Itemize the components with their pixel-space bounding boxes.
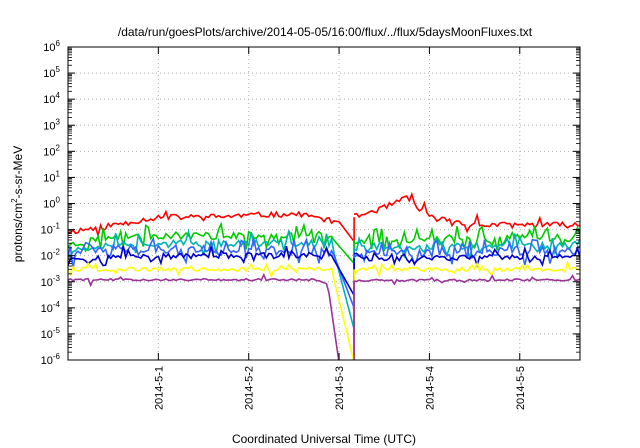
x-tick-label: 2014-5-1 <box>153 366 165 410</box>
series-line-2-segment-2 <box>353 225 580 252</box>
grid <box>68 47 580 360</box>
plot-frame <box>67 46 581 361</box>
x-tick-label: 2014-5-5 <box>515 366 527 410</box>
series-line-4-segment-1 <box>68 236 355 309</box>
x-tick-label: 2014-5-2 <box>244 366 256 410</box>
series-layer <box>68 191 580 360</box>
y-tick-labels: 10-6 10-5 10-4 10-3 10-2 10-1 100 101 102 103 104 1… <box>41 39 61 367</box>
y-tick-label: 100 <box>43 196 60 211</box>
x-axis-title: Coordinated Universal Time (UTC) <box>232 432 416 446</box>
y-axis-title-base: protons/cm <box>11 203 25 262</box>
chart-title: /data/run/goesPlots/archive/2014-05-05/1… <box>118 25 533 39</box>
series-line-6-segment-1 <box>68 261 355 360</box>
y-tick-label: 103 <box>43 117 60 132</box>
x-tick-labels: 2014-5-1 2014-5-2 2014-5-3 2014-5-4 2014-5-5 <box>153 366 526 410</box>
x-tick-label: 2014-5-3 <box>334 366 346 410</box>
y-tick-label: 10-4 <box>41 300 61 315</box>
y-axis-title-rest: -s-sr-MeV <box>11 146 25 199</box>
series-line-1-segment-1 <box>68 209 355 242</box>
y-tick-label: 102 <box>43 143 60 158</box>
series-line-6-segment-2 <box>353 259 580 278</box>
series-line-5-segment-2 <box>353 245 580 268</box>
y-tick-label: 104 <box>43 91 60 106</box>
y-tick-label: 10-2 <box>41 248 61 263</box>
y-tick-label: 10-3 <box>41 274 61 289</box>
series-line-5-segment-1 <box>68 245 355 296</box>
y-axis-title: protons/cm2-s-sr-MeV <box>10 146 25 262</box>
y-tick-label: 10-1 <box>41 222 61 237</box>
y-tick-label: 10-5 <box>41 326 61 341</box>
y-tick-label: 10-6 <box>41 352 61 367</box>
y-tick-label: 101 <box>43 169 60 184</box>
series-line-1-segment-2 <box>353 191 580 234</box>
series-line-7-segment-2 <box>353 274 580 286</box>
axis-ticks <box>68 46 580 361</box>
series-line-7-segment-1 <box>68 272 340 360</box>
y-axis-title-sup: 2 <box>10 198 19 203</box>
y-tick-label: 105 <box>43 65 60 80</box>
x-tick-label: 2014-5-4 <box>424 366 436 410</box>
y-tick-label: 106 <box>43 39 60 54</box>
